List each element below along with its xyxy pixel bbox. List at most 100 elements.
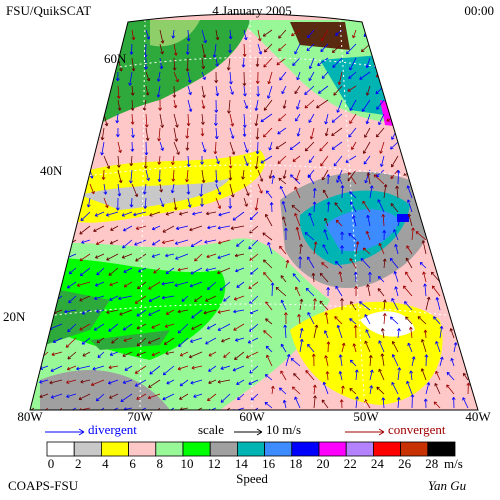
wind-arrow bbox=[461, 178, 469, 185]
wind-arrow bbox=[410, 394, 415, 409]
wind-arrow bbox=[424, 217, 429, 227]
wind-arrow bbox=[94, 253, 105, 259]
wind-arrow bbox=[311, 272, 316, 283]
wind-arrow bbox=[446, 384, 455, 395]
wind-arrow bbox=[9, 254, 20, 262]
wind-arrow bbox=[262, 232, 273, 241]
wind-arrow bbox=[229, 85, 234, 95]
wind-arrow bbox=[348, 232, 357, 241]
wind-arrow bbox=[307, 174, 315, 185]
wind-arrow bbox=[243, 155, 249, 166]
wind-arrow bbox=[138, 267, 147, 273]
wind-arrow bbox=[47, 197, 54, 212]
wind-arrow bbox=[260, 113, 273, 123]
wind-arrow bbox=[331, 127, 343, 137]
wind-arrow bbox=[208, 351, 217, 357]
wind-arrow bbox=[35, 239, 49, 244]
wind-arrow bbox=[291, 204, 301, 213]
wind-arrow bbox=[20, 44, 26, 56]
color-bar-tick: 16 bbox=[262, 456, 276, 471]
wind-arrow bbox=[174, 239, 189, 245]
wind-arrow bbox=[326, 287, 331, 297]
wind-arrow bbox=[267, 71, 273, 85]
wind-arrow bbox=[275, 286, 287, 297]
scale-arrow bbox=[256, 428, 263, 436]
wind-arrow bbox=[254, 197, 259, 211]
wind-arrow bbox=[260, 155, 273, 164]
wind-arrow bbox=[432, 127, 441, 139]
wind-arrow bbox=[324, 355, 329, 367]
map-border bbox=[29, 13, 479, 411]
wind-arrow bbox=[348, 71, 357, 79]
wind-arrow bbox=[282, 216, 287, 227]
wind-arrow bbox=[368, 355, 373, 367]
wind-arrow bbox=[291, 386, 301, 395]
wind-arrow bbox=[321, 71, 329, 79]
wind-arrow bbox=[321, 29, 329, 42]
wind-arrow bbox=[305, 370, 315, 381]
header-title: FSU/QuikSCAT bbox=[6, 3, 91, 18]
wind-arrow bbox=[402, 85, 413, 95]
wind-arrow bbox=[340, 298, 344, 311]
wind-arrow bbox=[232, 365, 245, 372]
wind-arrow bbox=[100, 141, 105, 156]
wind-arrow bbox=[217, 239, 231, 245]
wind-arrow bbox=[191, 365, 203, 370]
wind-arrow bbox=[282, 169, 287, 179]
wind-arrow bbox=[311, 353, 316, 367]
wind-arrow bbox=[201, 57, 206, 70]
wind-arrow bbox=[233, 295, 245, 301]
wind-arrow bbox=[52, 407, 63, 410]
wind-arrow bbox=[129, 43, 134, 55]
wind-arrow bbox=[407, 155, 413, 166]
wind-arrow bbox=[405, 257, 413, 269]
wind-arrow bbox=[173, 197, 178, 211]
wind-arrow bbox=[431, 29, 441, 38]
wind-arrow bbox=[397, 367, 402, 381]
wind-arrow bbox=[143, 197, 148, 209]
wind-arrow bbox=[30, 323, 35, 331]
wind-arrow bbox=[190, 239, 203, 247]
wind-arrow bbox=[377, 288, 385, 297]
wind-arrow bbox=[117, 99, 122, 111]
wind-arrow bbox=[460, 141, 469, 148]
color-cell bbox=[209, 441, 238, 457]
wind-arrow bbox=[349, 387, 357, 395]
wind-arrow bbox=[407, 342, 413, 353]
wind-arrow bbox=[220, 365, 231, 370]
color-cell bbox=[400, 441, 429, 457]
wind-arrow bbox=[148, 309, 161, 316]
wind-arrow bbox=[17, 198, 20, 211]
wind-arrow bbox=[395, 185, 399, 199]
wind-arrow bbox=[265, 213, 273, 227]
wind-arrow bbox=[201, 141, 207, 153]
wind-arrow bbox=[365, 85, 371, 96]
wind-arrow bbox=[131, 127, 135, 138]
wind-arrow bbox=[364, 169, 371, 184]
wind-arrow bbox=[45, 29, 50, 43]
wind-arrow bbox=[268, 141, 273, 151]
wind-arrow bbox=[295, 113, 301, 122]
wind-arrow bbox=[406, 380, 413, 395]
color-cell bbox=[236, 441, 265, 457]
wind-arrow bbox=[462, 127, 469, 137]
wind-arrow bbox=[275, 141, 287, 150]
wind-arrow bbox=[31, 127, 35, 137]
wind-arrow bbox=[236, 379, 245, 385]
wind-arrow bbox=[157, 169, 162, 183]
wind-arrow bbox=[131, 57, 136, 72]
wind-arrow bbox=[284, 227, 288, 241]
wind-arrow bbox=[78, 393, 91, 401]
wind-arrow bbox=[422, 198, 427, 213]
wind-arrow bbox=[349, 57, 357, 71]
wind-arrow bbox=[87, 71, 92, 83]
wind-arrow bbox=[193, 393, 203, 398]
wind-arrow bbox=[49, 379, 63, 385]
wind-arrow bbox=[391, 155, 399, 168]
wind-arrow bbox=[145, 85, 150, 96]
wind-arrow bbox=[377, 276, 385, 283]
wind-arrow bbox=[436, 218, 441, 227]
legend-scale-value: 10 m/s bbox=[266, 422, 301, 437]
wind-arrow bbox=[461, 85, 469, 94]
wind-arrow bbox=[243, 29, 248, 41]
